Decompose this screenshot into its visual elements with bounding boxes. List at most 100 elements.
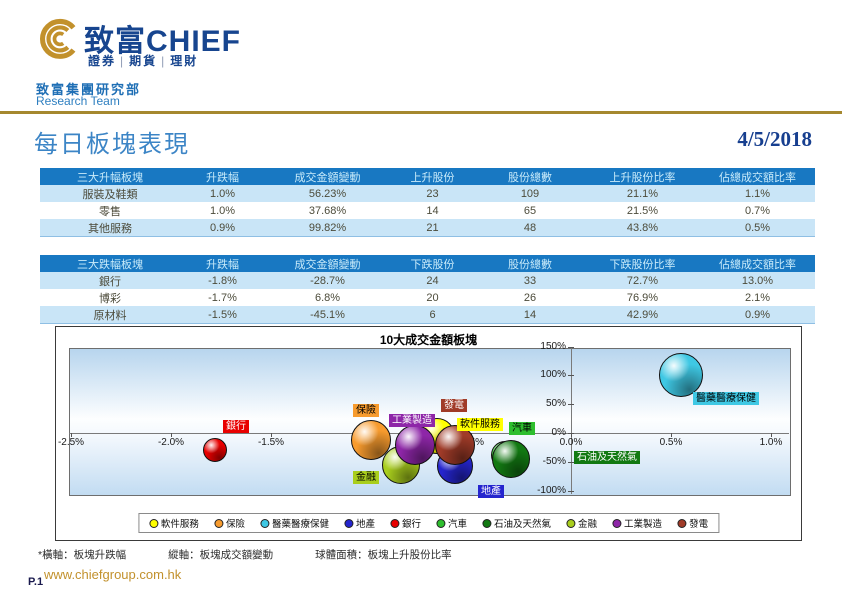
website-link[interactable]: www.chiefgroup.com.hk — [44, 567, 182, 582]
sector-name-cell: 服裝及鞋類 — [40, 185, 180, 202]
bubble-label-金融: 金融 — [353, 471, 379, 484]
legend-label: 發電 — [689, 519, 709, 530]
value-cell: 56.23% — [265, 185, 390, 202]
y-tick-mark — [568, 404, 574, 406]
y-tick-label: 0% — [551, 427, 566, 438]
x-tick-mark — [671, 433, 672, 437]
brand-wordmark: 致富CHIEF — [84, 16, 241, 60]
legend-item: 銀行 — [389, 516, 421, 530]
y-tick-label: -50% — [542, 455, 566, 467]
footnote-y-axis: 縱軸：板塊成交額變動 — [168, 549, 274, 561]
value-cell: 14 — [426, 204, 439, 217]
value-cell: 14 — [475, 306, 585, 324]
value-cell: 6.8% — [314, 291, 341, 304]
y-tick-label: 150% — [540, 340, 566, 352]
column-header: 下跌股份比率 — [585, 255, 700, 272]
column-header: 三大跌幅板塊 — [40, 255, 180, 272]
y-tick-mark — [568, 375, 574, 377]
y-tick-label: 50% — [545, 398, 566, 410]
x-tick-label: -2.5% — [57, 437, 85, 448]
column-header: 股份總數 — [475, 168, 585, 185]
value-cell: 0.9% — [700, 306, 815, 324]
x-tick-label: -1.5% — [257, 437, 285, 448]
legend-dot — [482, 518, 492, 528]
brand-tagline: 證券 | 期貨 | 理財 — [88, 52, 198, 69]
legend-label: 汽車 — [448, 519, 468, 530]
table-row: 零售 1.0% 37.68% 14 65 21.5% 0.7% — [40, 202, 815, 219]
legend-label: 醫藥醫療保健 — [271, 519, 329, 530]
y-tick-mark — [568, 433, 574, 434]
x-tick-label: -2.0% — [157, 437, 185, 448]
bubble-石油及天然氣 — [492, 439, 530, 478]
bubble-chart: 10大成交金額板塊 軟件服務 保險 醫藥醫療保健 地產 銀行 汽車 石油及天然氣 金融 工業製造… — [55, 326, 802, 541]
bubble-label-工業製造: 工業製造 — [389, 414, 435, 427]
column-header: 佔總成交額比率 — [700, 255, 815, 272]
value-cell: 109 — [475, 185, 585, 202]
x-tick-mark — [771, 433, 772, 437]
value-cell: 65 — [523, 204, 537, 217]
legend-item: 醫藥醫療保健 — [259, 516, 329, 530]
value-cell: -28.7% — [265, 272, 390, 289]
legend-dot — [566, 518, 576, 528]
x-tick-mark — [571, 433, 572, 437]
gold-divider — [0, 111, 842, 114]
bubble-label-銀行: 銀行 — [223, 420, 249, 433]
column-header: 三大升幅板塊 — [40, 168, 180, 185]
page-number: P.1 — [28, 576, 44, 588]
table-row: 原材料 -1.5% -45.1% 6 14 42.9% 0.9% — [40, 306, 815, 324]
table-row: 其他服務 0.9% 99.82% 21 48 43.8% 0.5% — [40, 219, 815, 237]
sector-name-cell: 銀行 — [40, 272, 180, 289]
value-cell: 23 — [390, 185, 475, 202]
legend-item: 發電 — [677, 516, 708, 530]
table-row: 服裝及鞋類 1.0% 56.23% 23 109 21.1% 1.1% — [40, 185, 815, 202]
sector-name-cell: 其他服務 — [40, 219, 180, 237]
y-tick-mark — [568, 346, 574, 348]
value-cell: 21 — [390, 219, 475, 237]
legend-dot — [677, 518, 687, 528]
table-row: 銀行 -1.8% -28.7% 24 33 72.7% 13.0% — [40, 272, 815, 289]
column-header: 佔總成交額比率 — [700, 168, 815, 185]
bubble-label-保險: 保險 — [353, 404, 379, 417]
legend-dot — [343, 518, 353, 528]
value-cell: 0.5% — [700, 219, 815, 237]
brand-en: CHIEF — [146, 25, 241, 58]
x-tick-label: 1.0% — [759, 437, 783, 448]
legend-label: 軟件服務 — [160, 519, 199, 530]
value-cell: -1.5% — [180, 306, 265, 324]
chart-legend: 軟件服務 保險 醫藥醫療保健 地產 銀行 汽車 石油及天然氣 金融 工業製造 發電 — [137, 513, 720, 533]
top-losers-table: 三大跌幅板塊 升跌幅 成交金額變動 下跌股份 股份總數 下跌股份比率 佔總成交額比率 銀行 -1… — [40, 255, 815, 324]
sector-name-cell: 原材料 — [40, 306, 180, 324]
bubble-工業製造 — [395, 424, 435, 465]
value-cell: 1.1% — [700, 185, 815, 202]
value-cell: 26 — [523, 291, 537, 304]
report-date: 4/5/2018 — [737, 127, 812, 151]
y-axis-line — [571, 348, 572, 494]
legend-label: 銀行 — [401, 519, 421, 530]
value-cell: 1.0% — [209, 204, 236, 217]
value-cell: 72.7% — [585, 272, 700, 289]
x-tick-label: 0.0% — [559, 437, 583, 448]
brand-cn: 致富 — [84, 25, 146, 58]
value-cell: 42.9% — [585, 306, 700, 324]
legend-dot — [436, 518, 445, 528]
tagline-word: 期貨 — [129, 54, 158, 68]
department-name-en: Research Team — [36, 94, 120, 108]
legend-item: 地產 — [343, 516, 375, 530]
bubble-label-軟件服務: 軟件服務 — [457, 418, 503, 431]
value-cell: 37.68% — [308, 204, 347, 217]
legend-item: 軟件服務 — [148, 516, 199, 530]
value-cell: 0.7% — [744, 204, 771, 217]
column-header: 上升股份比率 — [585, 168, 700, 185]
legend-label: 地產 — [355, 519, 375, 530]
legend-item: 汽車 — [436, 516, 467, 530]
x-tick-mark — [171, 433, 172, 437]
y-tick-label: -100% — [537, 484, 566, 496]
value-cell: 48 — [475, 219, 585, 237]
value-cell: 0.9% — [180, 219, 265, 237]
legend-label: 石油及天然氣 — [494, 519, 552, 530]
value-cell: 20 — [426, 291, 439, 304]
value-cell: -1.7% — [208, 291, 237, 304]
value-cell: 76.9% — [626, 291, 659, 304]
column-header: 股份總數 — [475, 255, 585, 272]
